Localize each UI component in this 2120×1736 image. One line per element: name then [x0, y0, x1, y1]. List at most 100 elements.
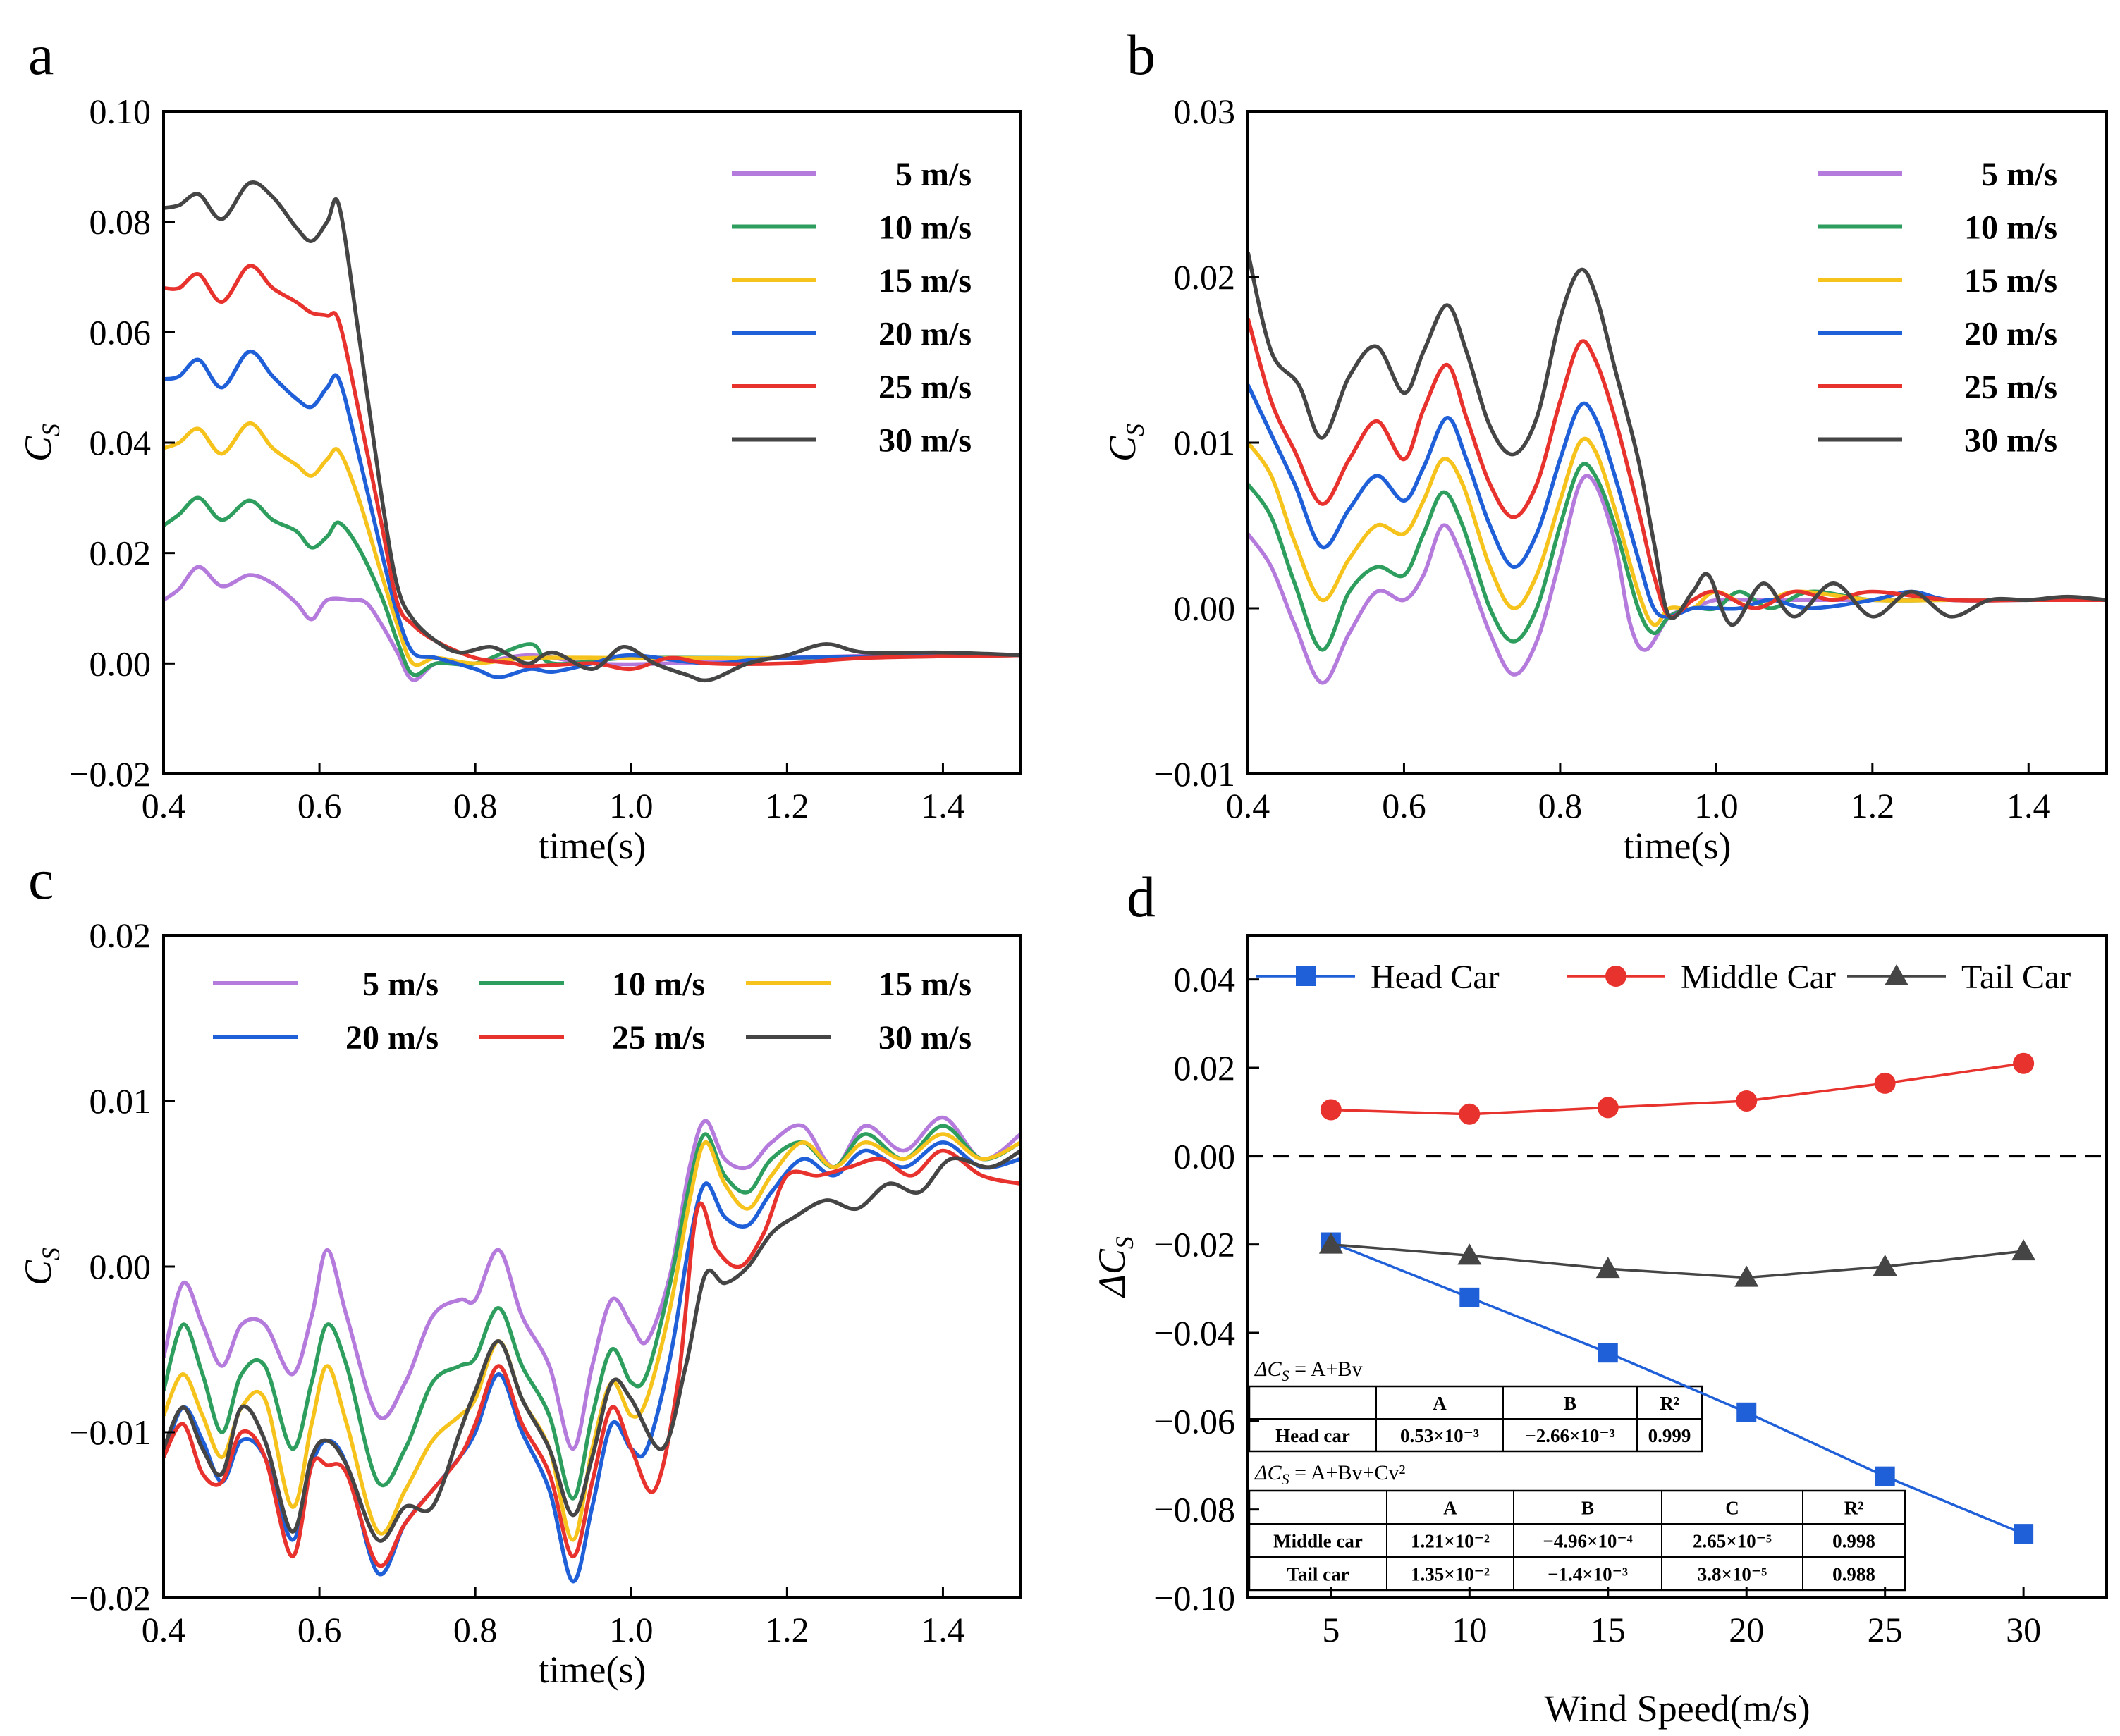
- table-cell: Tail car: [1287, 1564, 1349, 1585]
- legend-label: Head Car: [1371, 959, 1500, 996]
- series-line-20-m-s: [164, 350, 1021, 679]
- series-line-25-m-s: [1248, 317, 2107, 620]
- x-tick-label: 20: [1729, 1610, 1764, 1649]
- plot-frame: [1246, 110, 2108, 775]
- x-tick-label: 0.6: [1382, 786, 1426, 825]
- data-point: [1597, 1097, 1619, 1119]
- data-point: [1459, 1287, 1480, 1307]
- legend-item: 15 m/s: [1818, 262, 2057, 300]
- x-tick-label: 0.6: [298, 1610, 342, 1649]
- legend: 5 m/s 10 m/s 15 m/s 20 m/s 25 m/s 30 m/s: [1818, 156, 2057, 460]
- series-line-25-m-s: [164, 264, 1021, 672]
- y-axis-label-sub: S: [37, 424, 65, 436]
- y-tick-label: 0.08: [90, 202, 152, 242]
- fit-equation: ΔCS = A+Bv+Cv²: [1254, 1461, 1405, 1488]
- y-tick-label: −0.06: [1153, 1401, 1235, 1441]
- table-cell: 0.999: [1648, 1425, 1691, 1446]
- y-axis-label: CS: [1101, 424, 1149, 462]
- y-tick-label: 0.02: [1174, 257, 1236, 297]
- x-tick-label: 10: [1452, 1610, 1487, 1649]
- legend-label: 30 m/s: [878, 422, 972, 460]
- series-Head-Car: [1321, 1232, 2034, 1544]
- data-point: [1595, 1257, 1620, 1279]
- x-tick-label: 0.4: [142, 1610, 186, 1649]
- legend-item: 20 m/s: [1818, 316, 2057, 353]
- x-tick-label: 1.4: [2006, 786, 2051, 825]
- y-tick-label: −0.01: [69, 1412, 151, 1452]
- y-axis-label-sub: S: [37, 1248, 65, 1260]
- series-lines: [164, 180, 1021, 683]
- data-point: [1598, 1343, 1618, 1363]
- legend-label: 5 m/s: [1981, 156, 2057, 193]
- table-cell: 1.35×10⁻²: [1411, 1564, 1490, 1585]
- panel-b: b 0.4 0.6 0.8 1.0 1.2 1.4 −0.01 0.00 0.01 0.02 0.03…: [1101, 23, 2108, 867]
- legend: Head Car Middle Car Tail Car: [1256, 959, 2071, 996]
- legend-label: 15 m/s: [878, 262, 972, 300]
- x-tick-label: 1.4: [921, 786, 965, 825]
- table-cell: −4.96×10⁻⁴: [1543, 1531, 1632, 1552]
- series-line: [1330, 1241, 2024, 1535]
- series-line-30-m-s: [164, 1149, 1021, 1543]
- series-line-30-m-s: [164, 180, 1021, 683]
- x-tick-label: 1.0: [1694, 786, 1739, 825]
- y-axis-label: CS: [17, 1248, 65, 1286]
- fit-table-linear: A B R² Head car 0.53×10⁻³ −2.66×10⁻³ 0.999: [1248, 1385, 1703, 1453]
- legend-item: 20 m/s: [732, 316, 972, 353]
- series-line-30-m-s: [1248, 252, 2107, 627]
- plot-frame: [1246, 934, 2108, 1599]
- table-cell: C: [1725, 1498, 1739, 1519]
- panel-letter: c: [28, 847, 54, 911]
- data-point: [2014, 1524, 2034, 1544]
- panel-letter: b: [1127, 23, 1156, 87]
- data-point: [1875, 1466, 1895, 1486]
- x-tick-label: 30: [2006, 1610, 2041, 1649]
- legend-label: 25 m/s: [612, 1019, 705, 1057]
- series-line-5-m-s: [1248, 474, 2107, 685]
- y-axis-label: ΔCS: [1091, 1236, 1139, 1298]
- table-cell: Head car: [1275, 1425, 1350, 1446]
- legend-item: 25 m/s: [1818, 369, 2057, 406]
- table-cell: A: [1443, 1498, 1457, 1519]
- data-point: [1874, 1072, 1896, 1094]
- y-axis-label-main: C: [17, 1260, 59, 1286]
- legend-item: 10 m/s: [479, 966, 705, 1003]
- x-tick-label: 1.0: [609, 786, 654, 825]
- legend-item: 20 m/s: [213, 1019, 439, 1057]
- panel-letter: a: [28, 23, 54, 87]
- table-cell: R²: [1660, 1393, 1679, 1414]
- y-tick-label: 0.03: [1174, 92, 1236, 131]
- fit-table-quadratic: A B C R² Middle car 1.21×10⁻² −4.96×10⁻⁴ 2.65×1…: [1248, 1489, 1906, 1592]
- data-point: [2013, 1052, 2035, 1074]
- y-axis-label-sub: S: [1121, 424, 1149, 436]
- legend-label: 20 m/s: [1964, 316, 2057, 353]
- y-axis-label-main: C: [17, 436, 59, 462]
- x-tick-label: 5: [1322, 1610, 1340, 1649]
- legend-item: 15 m/s: [732, 262, 972, 300]
- legend-item: 10 m/s: [1818, 209, 2057, 247]
- legend-label: 10 m/s: [612, 966, 705, 1003]
- y-tick-label: −0.02: [1153, 1225, 1235, 1264]
- y-axis-label: CS: [17, 424, 65, 462]
- panel-d: d ΔCS = A+Bv A B R² Head car 0.53×10⁻³ −2.66×10…: [1091, 865, 2108, 1730]
- table-cell: A: [1433, 1393, 1447, 1414]
- legend-label: 30 m/s: [1964, 422, 2057, 460]
- y-axis-label-main: ΔC: [1091, 1248, 1133, 1298]
- y-tick-label: −0.02: [69, 754, 151, 794]
- data-point: [2011, 1239, 2036, 1261]
- y-tick-label: 0.00: [90, 1247, 152, 1286]
- x-tick-label: 1.2: [765, 786, 809, 825]
- y-axis-label-main: C: [1101, 436, 1144, 462]
- legend-label: 30 m/s: [878, 1019, 972, 1057]
- series-Tail-Car: [1318, 1232, 2036, 1287]
- data-point: [1320, 1099, 1342, 1121]
- series-line-5-m-s: [164, 565, 1021, 682]
- y-tick-label: 0.00: [1174, 589, 1236, 628]
- legend-label: 10 m/s: [1964, 209, 2057, 247]
- x-tick-label: 0.4: [1226, 786, 1270, 825]
- table-cell: −1.4×10⁻³: [1548, 1564, 1628, 1585]
- series-Middle-Car: [1320, 1052, 2035, 1125]
- legend-label: 20 m/s: [878, 316, 972, 353]
- data-point: [1736, 1090, 1758, 1112]
- legend-label: 10 m/s: [878, 209, 972, 247]
